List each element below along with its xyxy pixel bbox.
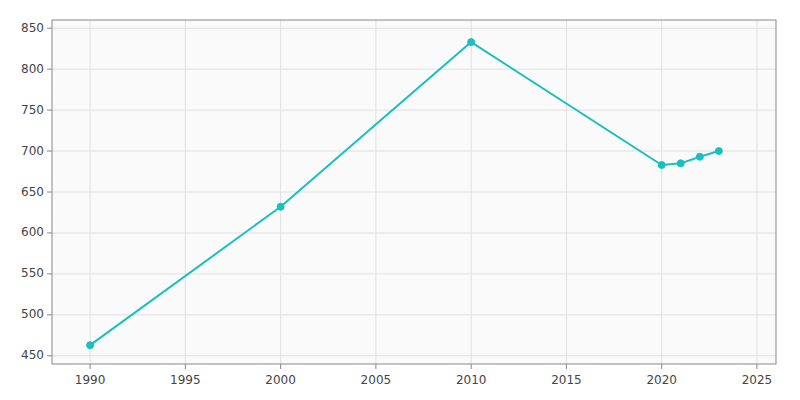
tick-mark-x [90, 364, 91, 369]
tick-mark-y [47, 151, 52, 152]
grid-line-x [566, 20, 567, 364]
grid-line-x [471, 20, 472, 364]
grid-line-y [52, 28, 776, 29]
grid-line-y [52, 355, 776, 356]
grid-line-x [90, 20, 91, 364]
tick-label-y: 500 [21, 307, 44, 321]
tick-mark-x [280, 364, 281, 369]
tick-label-y: 700 [21, 144, 44, 158]
plot-frame [52, 20, 776, 364]
tick-mark-x [185, 364, 186, 369]
series [87, 39, 723, 349]
tick-label-x: 2000 [265, 373, 296, 387]
tick-mark-y [47, 192, 52, 193]
tick-mark-x [566, 364, 567, 369]
plot-background [52, 20, 776, 364]
grid-line-y [52, 69, 776, 70]
chart-container: 450 500 550 600 650 700 750 800 850 1990 1995 2000 2… [0, 0, 800, 400]
grid-line-x [756, 20, 757, 364]
tick-mark-y [47, 69, 52, 70]
tick-mark-y [47, 232, 52, 233]
tick-label-y: 750 [21, 103, 44, 117]
tick-mark-y [47, 355, 52, 356]
grid-line-y [52, 232, 776, 233]
tick-label-y: 600 [21, 225, 44, 239]
point [677, 160, 684, 167]
tick-mark-x [661, 364, 662, 369]
grid-line-y [52, 273, 776, 274]
grid-line-x [280, 20, 281, 364]
tick-label-y: 800 [21, 62, 44, 76]
tick-label-x: 2005 [361, 373, 392, 387]
tick-label-x: 2015 [551, 373, 582, 387]
tick-label-y: 550 [21, 266, 44, 280]
chart-svg: 450 500 550 600 650 700 750 800 850 1990 1995 2000 2… [0, 0, 800, 400]
grid-line-x [661, 20, 662, 364]
tick-label-x: 1995 [170, 373, 201, 387]
grid-line-x [375, 20, 376, 364]
grid [52, 20, 776, 364]
grid-line-x [185, 20, 186, 364]
tick-mark-y [47, 314, 52, 315]
grid-line-y [52, 192, 776, 193]
tick-mark-x [375, 364, 376, 369]
tick-mark-x [471, 364, 472, 369]
tick-label-y: 450 [21, 348, 44, 362]
grid-line-y [52, 110, 776, 111]
tick-label-y: 650 [21, 185, 44, 199]
point [87, 342, 94, 349]
tick-label-y: 850 [21, 21, 44, 35]
grid-line-y [52, 151, 776, 152]
tick-mark-y [47, 110, 52, 111]
grid-line-y [52, 314, 776, 315]
tick-label-x: 2025 [742, 373, 773, 387]
tick-label-x: 2010 [456, 373, 487, 387]
point [696, 153, 703, 160]
point [277, 203, 284, 210]
tick-mark-y [47, 28, 52, 29]
tick-label-x: 2020 [646, 373, 677, 387]
tick-mark-y [47, 273, 52, 274]
point [468, 39, 475, 46]
line [90, 42, 719, 345]
axes: 450 500 550 600 650 700 750 800 850 1990 1995 2000 2… [21, 20, 776, 387]
tick-mark-x [756, 364, 757, 369]
point [715, 148, 722, 155]
tick-label-x: 1990 [75, 373, 106, 387]
point [658, 161, 665, 168]
